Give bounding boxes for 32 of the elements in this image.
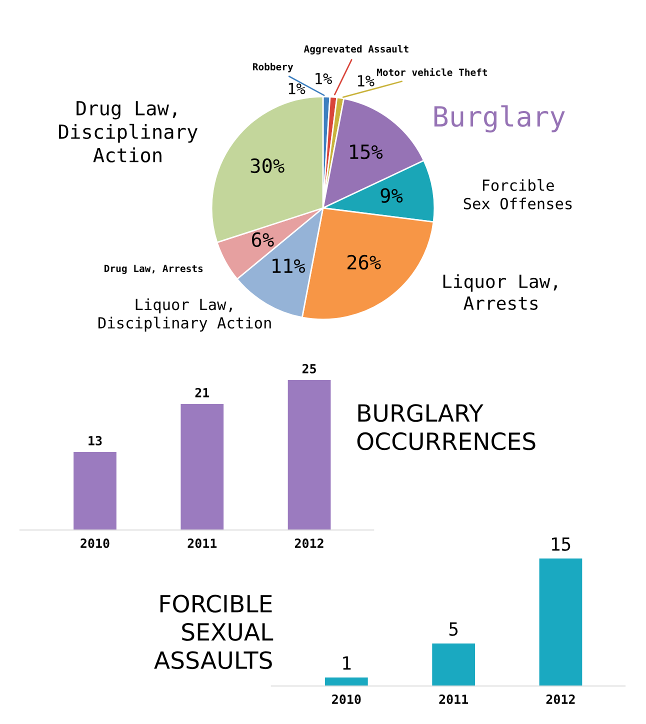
slice-label: Liquor Law, Disciplinary Action — [98, 298, 271, 332]
data-label: 21 — [195, 388, 210, 398]
data-label: 5 — [449, 622, 458, 636]
data-label: 9% — [380, 188, 403, 203]
data-label: 1% — [358, 75, 374, 86]
slice-label: Aggrevated Assault — [304, 45, 408, 54]
data-label: 1% — [316, 72, 332, 84]
x-tick-label: 2012 — [294, 538, 324, 548]
data-label: 15% — [350, 144, 383, 160]
x-tick-label: 2011 — [188, 538, 217, 548]
slice-label: Drug Law, Arrests — [104, 264, 203, 274]
data-label: 1 — [343, 656, 351, 670]
slice-label: Robbery — [253, 62, 294, 72]
x-tick-label: 2010 — [80, 538, 110, 548]
data-label: 11% — [272, 258, 306, 273]
data-label: 6% — [252, 232, 274, 247]
data-label: 1% — [288, 83, 306, 94]
x-tick-label: 2011 — [439, 694, 468, 704]
text: BURGLARY OCCURRENCES — [357, 404, 536, 450]
data-label: 25 — [302, 364, 316, 374]
slice-label: Liquor Law, Arrests — [443, 274, 557, 310]
x-tick-label: 2010 — [332, 694, 361, 704]
slice-label: Forcible Sex Offenses — [464, 179, 572, 210]
data-label: 13 — [88, 436, 102, 446]
x-tick-label: 2012 — [546, 694, 575, 704]
data-label: 30% — [250, 158, 284, 174]
data-label: 26% — [347, 254, 381, 270]
slice-label: Drug Law, Disciplinary Action — [59, 101, 198, 162]
text: FORCIBLE SEXUAL ASSAULTS — [154, 594, 274, 670]
slice-label: Burglary — [434, 105, 565, 132]
data-label: 15 — [552, 537, 570, 551]
slice-label: Motor vehicle Theft — [377, 68, 488, 76]
